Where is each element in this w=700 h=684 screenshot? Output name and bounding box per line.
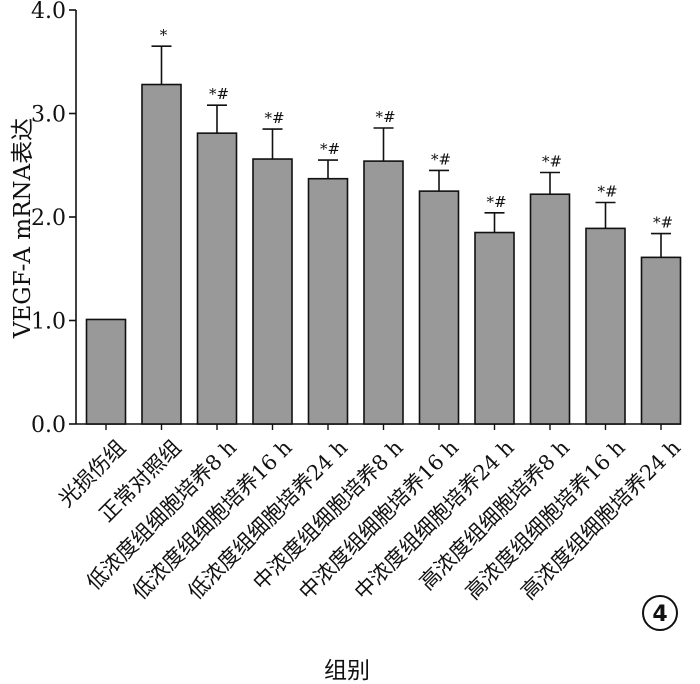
y-tick-label: 1.0 <box>31 310 66 335</box>
panel-badge-circle <box>642 595 678 631</box>
significance-label: *# <box>653 214 673 232</box>
bar <box>529 193 571 425</box>
bar <box>585 227 626 425</box>
y-tick-label: 0.0 <box>31 413 66 438</box>
axes: 0.0 1.0 2.0 3.0 4.0 <box>31 0 681 438</box>
significance-label: *# <box>375 108 395 126</box>
significance-label: * <box>160 26 168 44</box>
bar <box>363 160 404 425</box>
x-axis-label: 组别 <box>324 658 370 684</box>
bar <box>474 231 515 425</box>
y-tick-label: 3.0 <box>31 103 66 128</box>
significance-label: *# <box>486 193 506 211</box>
bar <box>141 83 182 425</box>
bar <box>418 190 460 425</box>
significance-label: *# <box>542 152 562 170</box>
bar <box>196 132 238 425</box>
panel-badge: 4 <box>642 595 678 631</box>
bar <box>640 256 682 425</box>
y-axis-label: VEGF-A mRNA表达 <box>10 118 36 339</box>
panel-badge-label: 4 <box>652 602 667 627</box>
significance-label: *# <box>597 183 617 201</box>
bar <box>307 177 349 425</box>
significance-label: *# <box>320 140 340 158</box>
significance-label: *# <box>209 85 229 103</box>
bar <box>85 318 127 425</box>
bar <box>252 158 293 425</box>
significance-label: *# <box>431 150 451 168</box>
y-tick-label: 4.0 <box>31 0 66 24</box>
bars: * *# *# *# *# *# *# *# *# *# <box>85 26 682 425</box>
y-tick-label: 2.0 <box>31 206 66 231</box>
significance-label: *# <box>264 109 284 127</box>
